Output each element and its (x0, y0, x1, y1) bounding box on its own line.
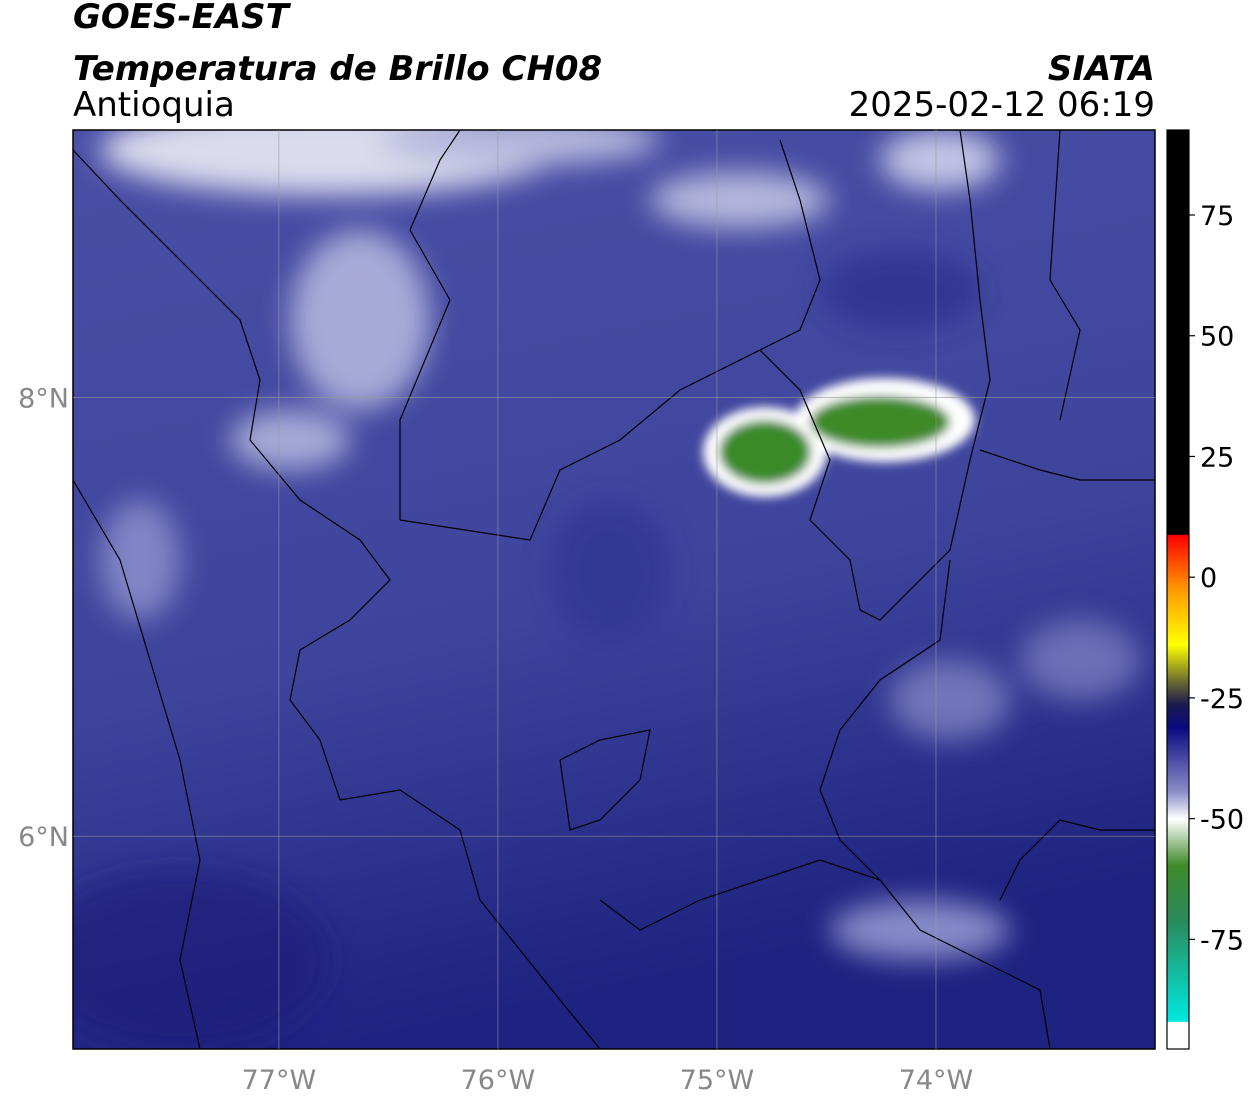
region: Antioquia (73, 85, 235, 125)
x-tick-label: 75°W (680, 1065, 755, 1096)
colorbar-tick-label: -50 (1200, 805, 1244, 836)
subtitle: Temperatura de Brillo CH08 (73, 49, 602, 89)
colorbar-tick-label: -25 (1200, 684, 1244, 715)
map-frame (72, 129, 1156, 1050)
title: GOES-EAST (73, 0, 292, 37)
colorbar-tick-label: 25 (1200, 442, 1234, 473)
x-tick-label: 74°W (899, 1065, 974, 1096)
colorbar-tick-label: -75 (1200, 925, 1244, 956)
colorbar (1166, 129, 1190, 1050)
x-tick-label: 76°W (461, 1065, 536, 1096)
colorbar-tick-label: 0 (1200, 563, 1217, 594)
colorbar-tick-label: 75 (1200, 201, 1234, 232)
map-image (73, 130, 1155, 1049)
y-tick-label: 8°N (18, 384, 69, 415)
y-tick-label: 6°N (18, 822, 69, 853)
source: SIATA (1048, 49, 1155, 89)
timestamp: 2025-02-12 06:19 (849, 85, 1155, 125)
colorbar-tick-label: 50 (1200, 322, 1234, 353)
x-tick-label: 77°W (242, 1065, 317, 1096)
